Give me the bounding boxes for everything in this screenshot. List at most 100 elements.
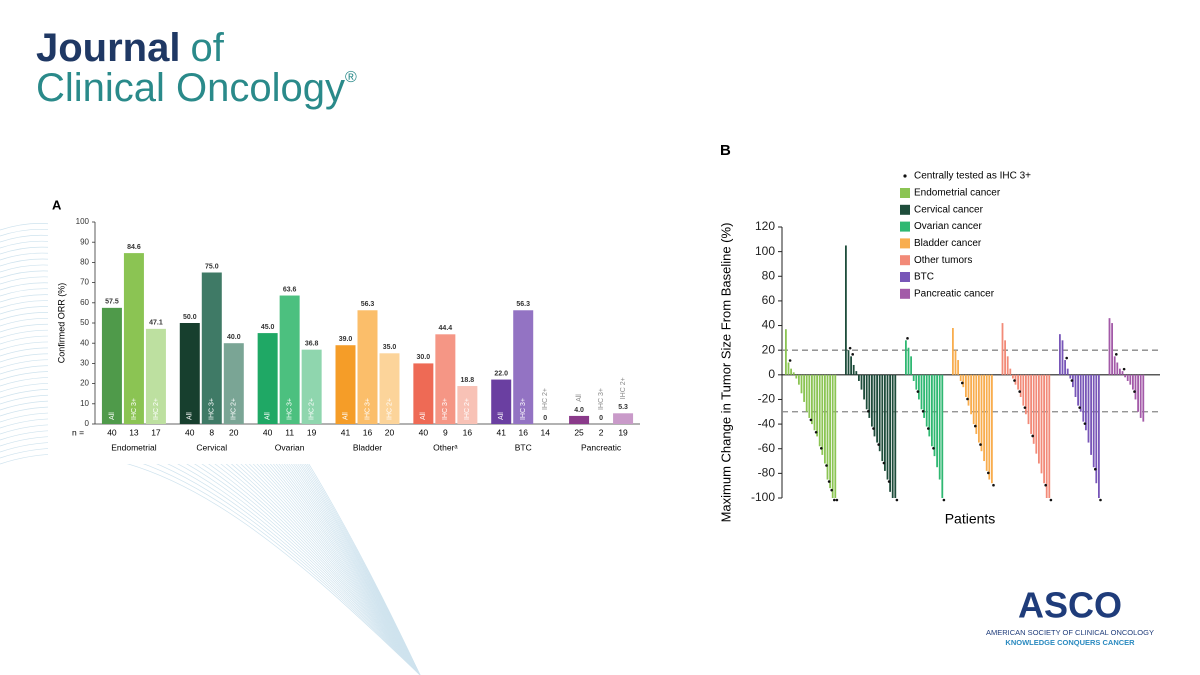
value-label: 45.0 [261, 324, 275, 331]
waterfall-bar [881, 374, 884, 462]
ihc3-marker [848, 346, 852, 350]
waterfall-bar [975, 374, 978, 434]
n-value: 16 [363, 427, 373, 437]
waterfall-bar [850, 356, 852, 375]
y-tick-label: 80 [80, 258, 89, 267]
waterfall-bar [988, 374, 991, 480]
waterfall-bar [1113, 356, 1116, 375]
journal-of: of [190, 26, 224, 70]
waterfall-bar [1116, 362, 1119, 375]
ihc3-marker [887, 480, 891, 483]
category-label: Endometrial [111, 442, 156, 452]
waterfall-bar [1074, 374, 1077, 397]
legend-label: Endometrial cancer [914, 188, 1001, 199]
legend-swatch [900, 255, 910, 266]
bar-series-label: IHC 2+ [153, 398, 160, 420]
registered-mark: ® [345, 69, 357, 86]
bar-series-label: All [109, 412, 116, 420]
waterfall-bar [816, 374, 818, 437]
n-value: 11 [285, 427, 294, 437]
bar-series-label: All [264, 412, 271, 420]
waterfall-bar [1092, 374, 1095, 468]
bar-series-label: IHC 3+ [598, 388, 605, 410]
waterfall-bar [920, 374, 923, 410]
legend-marker [903, 174, 907, 178]
waterfall-bar [1040, 374, 1043, 474]
value-label: 4.0 [574, 407, 584, 414]
ihc3-marker [1023, 406, 1027, 409]
value-label: 44.4 [439, 325, 453, 332]
n-value: 41 [496, 427, 506, 437]
waterfall-bar [1061, 340, 1064, 375]
bar-series-label: All [342, 412, 349, 420]
bar [357, 310, 378, 424]
legend-label: Centrally tested as IHC 3+ [914, 171, 1031, 182]
waterfall-bar [829, 374, 831, 489]
bar-series-label: All [187, 412, 194, 420]
waterfall-bar [1045, 374, 1048, 498]
waterfall-bar [891, 374, 894, 498]
ihc3-marker [820, 446, 823, 450]
ihc3-marker [809, 418, 813, 422]
legend-swatch [900, 188, 910, 198]
waterfall-bar [1001, 323, 1004, 375]
y-tick-label: 120 [755, 219, 775, 233]
waterfall-bar [980, 374, 983, 452]
waterfall-bar [1012, 374, 1014, 379]
waterfall-bar [808, 374, 811, 418]
bar [335, 345, 356, 424]
n-value: 14 [540, 427, 550, 437]
ihc3-marker [814, 430, 818, 434]
y-tick-label: 60 [80, 298, 89, 307]
waterfall-bar [1038, 374, 1040, 464]
y-axis-label: Confirmed ORR (%) [56, 283, 66, 364]
waterfall-bar [873, 374, 876, 437]
waterfall-bar [910, 356, 912, 375]
waterfall-bar [824, 374, 826, 464]
bar [491, 379, 512, 424]
waterfall-bar [834, 374, 837, 498]
waterfall-bar [860, 374, 863, 390]
value-label: 47.1 [149, 320, 163, 327]
n-value: 40 [263, 427, 273, 437]
waterfall-bar [821, 374, 824, 455]
asco-tagline: KNOWLEDGE CONQUERS CANCER [1005, 638, 1135, 647]
ihc3-marker [932, 446, 935, 450]
waterfall-bar [936, 374, 938, 468]
waterfall-bar [912, 374, 915, 381]
waterfall-bar [792, 372, 795, 375]
waterfall-bar [884, 374, 886, 471]
waterfall-bar [925, 374, 928, 427]
waterfall-bar [818, 374, 821, 447]
waterfall-bar [1095, 374, 1098, 484]
waterfall-bar [1069, 374, 1072, 379]
waterfall-bar [941, 374, 944, 498]
waterfall-bar [970, 374, 972, 415]
waterfall-bar [905, 340, 907, 375]
ihc3-marker [1031, 434, 1034, 438]
bar-series-label: IHC 2+ [231, 398, 238, 420]
value-label: 56.3 [516, 301, 530, 308]
category-label: Ovarian [275, 442, 305, 452]
waterfall-bar [811, 374, 813, 425]
bar-series-label: IHC 2+ [542, 388, 549, 410]
ihc3-marker [992, 483, 995, 487]
n-value: 41 [341, 427, 351, 437]
category-label: BTC [515, 442, 532, 452]
ihc3-marker [827, 480, 831, 483]
waterfall-bar [985, 374, 988, 471]
waterfall-bar [1129, 374, 1132, 385]
waterfall-bar [865, 374, 868, 410]
ihc3-marker [921, 410, 925, 413]
bar-series-label: All [576, 394, 583, 402]
bar [201, 272, 222, 424]
ihc3-marker [835, 498, 839, 502]
waterfall-bar [1035, 374, 1038, 454]
bar [379, 353, 400, 424]
waterfall-bar [800, 374, 803, 394]
waterfall-bar [931, 374, 933, 447]
bar-series-label: IHC 3+ [442, 398, 449, 420]
ihc3-marker [916, 390, 920, 393]
waterfall-bar [972, 374, 975, 425]
waterfall-bar [1108, 318, 1111, 375]
